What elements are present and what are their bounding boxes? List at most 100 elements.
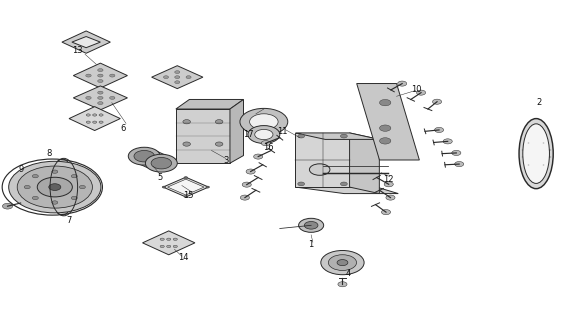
Circle shape <box>240 108 288 135</box>
Circle shape <box>98 74 103 77</box>
Text: 1: 1 <box>308 240 313 249</box>
Circle shape <box>93 114 96 116</box>
Text: 9: 9 <box>18 165 23 174</box>
Circle shape <box>99 114 103 116</box>
Ellipse shape <box>519 119 553 189</box>
Circle shape <box>98 68 103 72</box>
Circle shape <box>110 96 115 100</box>
Circle shape <box>386 195 395 200</box>
Circle shape <box>162 186 166 188</box>
Circle shape <box>86 96 91 100</box>
Circle shape <box>98 80 103 83</box>
Circle shape <box>432 99 441 104</box>
Circle shape <box>160 238 164 240</box>
Circle shape <box>128 147 160 165</box>
Circle shape <box>167 245 171 248</box>
Circle shape <box>93 121 96 123</box>
Polygon shape <box>357 84 419 160</box>
Text: 5: 5 <box>158 173 163 182</box>
Circle shape <box>380 138 391 144</box>
Circle shape <box>328 255 356 270</box>
Circle shape <box>337 260 348 266</box>
Polygon shape <box>176 109 230 163</box>
Circle shape <box>141 157 152 164</box>
Circle shape <box>184 196 188 197</box>
Text: 6: 6 <box>120 124 126 132</box>
Circle shape <box>24 185 30 189</box>
Circle shape <box>240 195 250 200</box>
Circle shape <box>167 238 171 240</box>
Circle shape <box>262 140 270 146</box>
Ellipse shape <box>523 124 549 183</box>
Circle shape <box>156 156 167 163</box>
Polygon shape <box>176 100 243 109</box>
Circle shape <box>33 196 38 200</box>
Circle shape <box>384 182 393 187</box>
Circle shape <box>173 245 178 248</box>
Text: 12: 12 <box>383 175 393 184</box>
Text: 8: 8 <box>46 149 52 158</box>
Circle shape <box>183 142 191 146</box>
Polygon shape <box>230 100 243 163</box>
Polygon shape <box>72 36 100 48</box>
Text: 2: 2 <box>536 98 542 107</box>
Circle shape <box>49 184 61 190</box>
Circle shape <box>79 185 86 189</box>
Text: 16: 16 <box>263 143 274 152</box>
Polygon shape <box>73 63 127 88</box>
Polygon shape <box>163 177 208 197</box>
Circle shape <box>151 157 171 169</box>
Circle shape <box>416 90 425 95</box>
Circle shape <box>71 174 77 178</box>
Circle shape <box>242 182 251 187</box>
Polygon shape <box>349 133 379 194</box>
Circle shape <box>86 121 90 123</box>
Text: 13: 13 <box>73 45 83 55</box>
Circle shape <box>110 74 115 77</box>
Circle shape <box>98 91 103 94</box>
Circle shape <box>86 74 91 77</box>
Circle shape <box>304 221 318 229</box>
Circle shape <box>380 125 391 131</box>
Ellipse shape <box>50 159 75 215</box>
Circle shape <box>163 76 168 79</box>
Polygon shape <box>73 86 127 110</box>
Circle shape <box>215 142 223 146</box>
Circle shape <box>309 164 330 175</box>
Circle shape <box>146 154 177 172</box>
Text: 15: 15 <box>183 190 194 200</box>
Circle shape <box>186 76 191 79</box>
Text: 10: 10 <box>411 85 422 94</box>
Circle shape <box>321 251 364 275</box>
Text: 11: 11 <box>278 127 288 136</box>
Circle shape <box>160 245 164 248</box>
Circle shape <box>184 177 188 179</box>
Circle shape <box>175 71 180 74</box>
Circle shape <box>250 114 278 130</box>
Circle shape <box>435 127 444 132</box>
Polygon shape <box>295 133 349 187</box>
Circle shape <box>86 114 90 116</box>
Circle shape <box>52 201 58 204</box>
Circle shape <box>52 170 58 173</box>
Text: 3: 3 <box>223 156 228 164</box>
Polygon shape <box>295 187 399 194</box>
Circle shape <box>2 203 13 209</box>
Circle shape <box>175 81 180 84</box>
Polygon shape <box>168 179 204 195</box>
Circle shape <box>380 100 391 106</box>
Circle shape <box>340 182 347 186</box>
Circle shape <box>248 125 280 143</box>
Circle shape <box>254 154 263 159</box>
Circle shape <box>246 169 255 174</box>
Circle shape <box>99 121 103 123</box>
Circle shape <box>33 174 38 178</box>
Circle shape <box>299 218 324 232</box>
Circle shape <box>255 129 273 140</box>
Text: 17: 17 <box>243 130 254 139</box>
Circle shape <box>297 134 304 138</box>
Circle shape <box>98 96 103 100</box>
Text: 14: 14 <box>178 253 188 262</box>
Circle shape <box>397 81 407 86</box>
Circle shape <box>9 161 101 213</box>
